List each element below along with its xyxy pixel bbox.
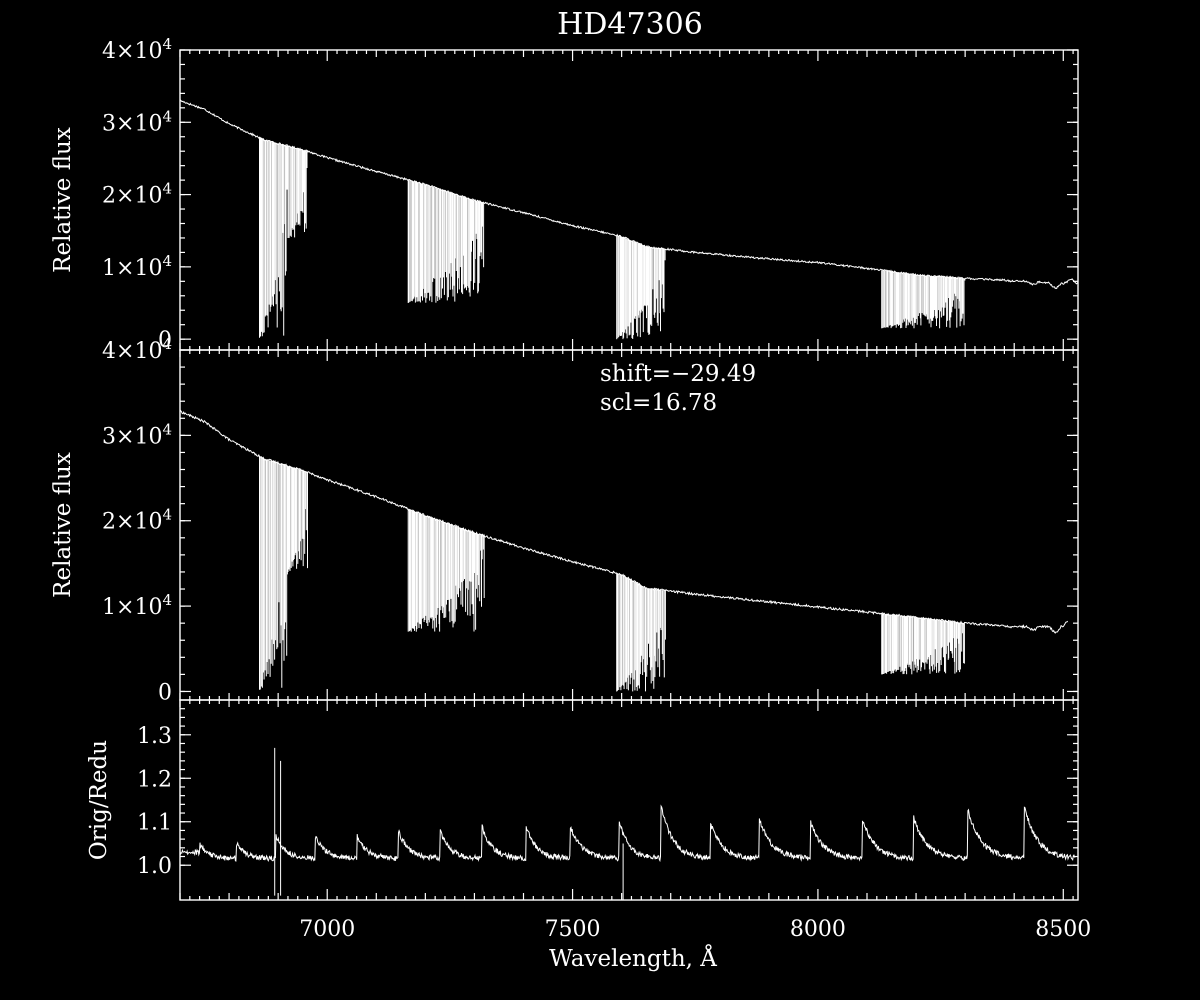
top-panel: 0 1×104 2×104 3×104 4×104 [102, 35, 1079, 353]
scale-annotation: scl=16.78 [600, 390, 717, 416]
top-y-tick-label: 0 [158, 328, 172, 353]
bottom-panel-frame [179, 699, 1079, 901]
middle-y-tick-label: 2×104 [102, 506, 172, 535]
bottom-panel: 1.0 1.1 1.2 1.3 [137, 708, 1078, 900]
x-axis-ticks [179, 50, 1074, 900]
x-tick-label: 8500 [1035, 917, 1091, 942]
top-y-tick-label: 2×104 [102, 180, 172, 209]
middle-panel-ylabel: Relative flux [50, 452, 76, 598]
bottom-panel-ylabel: Orig/Redu [86, 740, 112, 860]
top-panel-ylabel: Relative flux [50, 127, 76, 273]
x-axis-label: Wavelength, Å [549, 944, 717, 972]
bottom-y-tick-label: 1.3 [137, 724, 172, 749]
x-tick-label: 7500 [545, 917, 601, 942]
middle-y-tick-label: 0 [158, 680, 172, 705]
middle-y-tick-label: 4×104 [102, 335, 172, 364]
bottom-y-tick-label: 1.2 [137, 767, 172, 792]
x-tick-label: 7000 [299, 917, 355, 942]
top-y-tick-label: 4×104 [102, 35, 172, 64]
top-y-tick-label: 1×104 [102, 252, 172, 281]
bottom-y-tick-label: 1.1 [137, 811, 172, 836]
middle-y-tick-label: 3×104 [102, 420, 172, 449]
middle-y-tick-label: 1×104 [102, 591, 172, 620]
bottom-y-tick-label: 1.0 [137, 854, 172, 879]
ratio-line [179, 804, 1076, 863]
x-tick-label: 8000 [790, 917, 846, 942]
middle-panel: 0 1×104 2×104 3×104 4×104 [102, 335, 1078, 705]
shift-annotation: shift=−29.49 [600, 361, 756, 387]
x-axis-tick-labels: 7000 7500 8000 8500 [299, 917, 1091, 942]
chart-title: HD47306 [557, 7, 703, 42]
top-y-tick-label: 3×104 [102, 107, 172, 136]
